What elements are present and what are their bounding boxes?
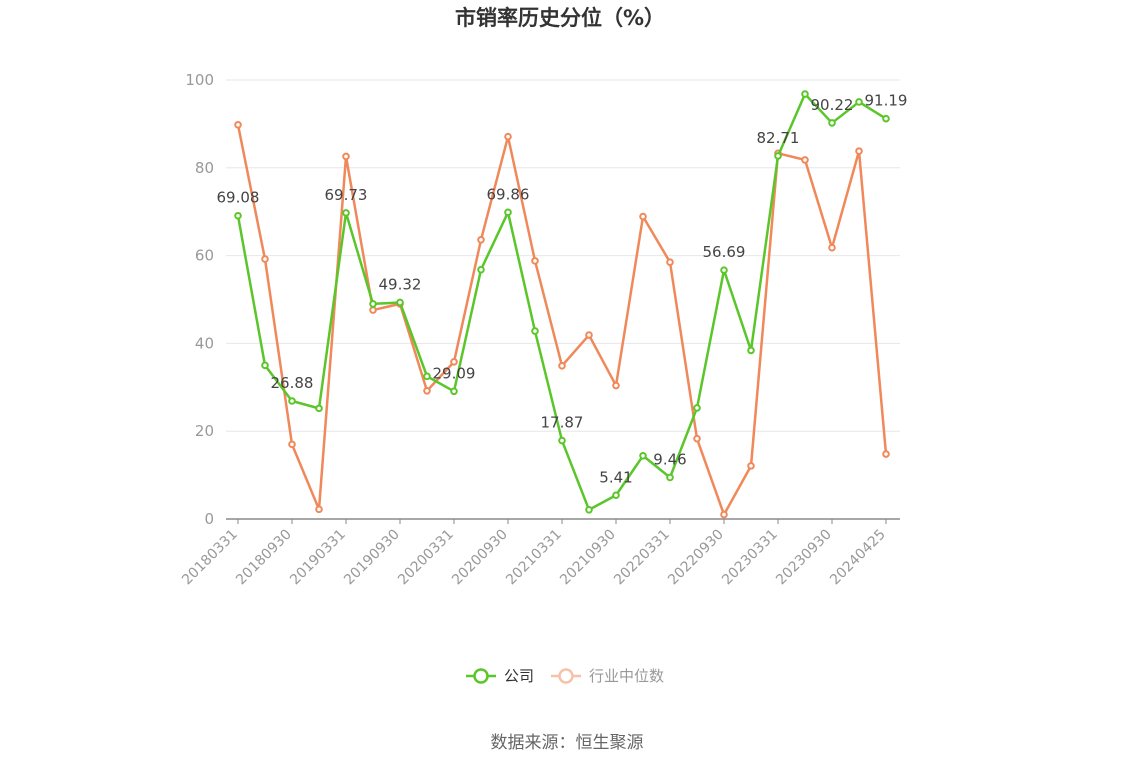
data-point[interactable] <box>720 510 728 519</box>
data-point[interactable] <box>774 152 782 160</box>
data-point[interactable] <box>288 397 296 405</box>
legend-label: 公司 <box>504 667 534 685</box>
y-tick-label: 0 <box>204 510 214 528</box>
x-axis: 2018033120180930201903312019093020200331… <box>179 518 900 589</box>
data-label: 56.69 <box>703 243 746 261</box>
x-tick-label: 20240425 <box>827 527 889 589</box>
data-point[interactable] <box>504 208 512 217</box>
legend-marker <box>473 668 489 684</box>
data-point[interactable] <box>558 361 566 370</box>
data-point[interactable] <box>828 243 836 252</box>
data-point[interactable] <box>369 306 377 314</box>
series-industry-median <box>234 120 890 519</box>
data-label: 82.71 <box>757 129 800 147</box>
data-point[interactable] <box>342 209 350 217</box>
data-point[interactable] <box>396 298 404 307</box>
data-point[interactable] <box>801 156 809 164</box>
data-label: 69.08 <box>217 189 260 207</box>
legend-item-company[interactable]: 公司 <box>466 667 534 685</box>
data-point[interactable] <box>612 381 620 390</box>
data-labels: 69.08 26.88 69.73 49.32 29.09 69.86 17.87 5.41 9… <box>217 92 908 487</box>
y-tick-label: 60 <box>195 247 214 265</box>
data-point[interactable] <box>423 387 431 395</box>
data-point[interactable] <box>234 120 242 129</box>
x-tick-label: 20220930 <box>665 527 727 589</box>
chart-title: 市销率历史分位（%） <box>455 6 665 30</box>
data-point[interactable] <box>612 491 620 500</box>
data-point[interactable] <box>747 462 755 470</box>
data-point[interactable] <box>342 152 350 161</box>
data-label: 29.09 <box>433 364 476 382</box>
series-line <box>236 124 888 516</box>
data-label: 69.73 <box>325 186 368 204</box>
y-tick-label: 80 <box>195 159 214 177</box>
data-point[interactable] <box>693 434 701 443</box>
plot-area <box>234 90 890 519</box>
data-point[interactable] <box>423 372 431 381</box>
data-point[interactable] <box>531 257 539 265</box>
data-label: 17.87 <box>541 414 584 432</box>
data-point[interactable] <box>855 98 863 106</box>
x-tick-label: 20210331 <box>503 527 565 589</box>
data-point[interactable] <box>288 440 296 449</box>
grid-lines: 0 20 40 60 80 100 <box>185 71 900 528</box>
data-point[interactable] <box>558 436 566 445</box>
data-label: 69.86 <box>487 185 530 203</box>
series-company <box>234 90 890 514</box>
data-point[interactable] <box>477 265 485 274</box>
data-label: 9.46 <box>653 450 686 468</box>
data-point[interactable] <box>639 212 647 221</box>
data-point[interactable] <box>693 404 701 412</box>
y-tick-label: 40 <box>195 334 214 352</box>
data-point[interactable] <box>315 404 323 413</box>
data-point[interactable] <box>504 132 512 141</box>
data-point[interactable] <box>261 361 269 370</box>
data-point[interactable] <box>720 266 728 274</box>
data-point[interactable] <box>234 211 242 220</box>
x-tick-label: 20210930 <box>557 527 619 589</box>
data-point[interactable] <box>585 505 593 514</box>
legend-item-industry-median[interactable]: 行业中位数 <box>551 667 664 685</box>
data-point[interactable] <box>261 255 269 263</box>
data-point[interactable] <box>639 451 647 460</box>
data-point[interactable] <box>882 114 890 123</box>
data-point[interactable] <box>855 147 863 155</box>
legend: 公司 行业中位数 <box>466 667 664 685</box>
data-point[interactable] <box>315 505 323 514</box>
data-point[interactable] <box>477 235 485 244</box>
data-label: 91.19 <box>865 92 908 110</box>
x-tick-label: 20230930 <box>773 527 835 589</box>
legend-label: 行业中位数 <box>589 667 664 685</box>
x-tick-label: 20190930 <box>341 527 403 589</box>
x-tick-label: 20200930 <box>449 527 511 589</box>
data-point[interactable] <box>531 327 539 335</box>
source-note: 数据来源：恒生聚源 <box>491 733 644 753</box>
data-point[interactable] <box>882 450 890 458</box>
data-point[interactable] <box>369 300 377 308</box>
data-label: 5.41 <box>599 468 632 486</box>
data-point[interactable] <box>666 473 674 482</box>
x-tick-label: 20200331 <box>395 527 457 589</box>
data-label: 49.32 <box>379 275 422 293</box>
x-tick-label: 20230331 <box>719 527 781 589</box>
data-point[interactable] <box>585 331 593 339</box>
x-tick-label: 20190331 <box>287 527 349 589</box>
y-tick-label: 20 <box>195 422 214 440</box>
data-label: 26.88 <box>271 374 314 392</box>
data-point[interactable] <box>450 358 458 366</box>
data-point[interactable] <box>666 258 674 266</box>
data-label: 90.22 <box>811 96 854 114</box>
data-point[interactable] <box>450 387 458 396</box>
legend-marker <box>558 668 574 684</box>
data-point[interactable] <box>747 346 755 355</box>
x-tick-label: 20180331 <box>179 527 241 589</box>
x-tick-label: 20180930 <box>233 527 295 589</box>
y-tick-label: 100 <box>185 71 214 89</box>
x-tick-label: 20220331 <box>611 527 673 589</box>
data-point[interactable] <box>801 90 809 98</box>
data-point[interactable] <box>828 119 836 127</box>
